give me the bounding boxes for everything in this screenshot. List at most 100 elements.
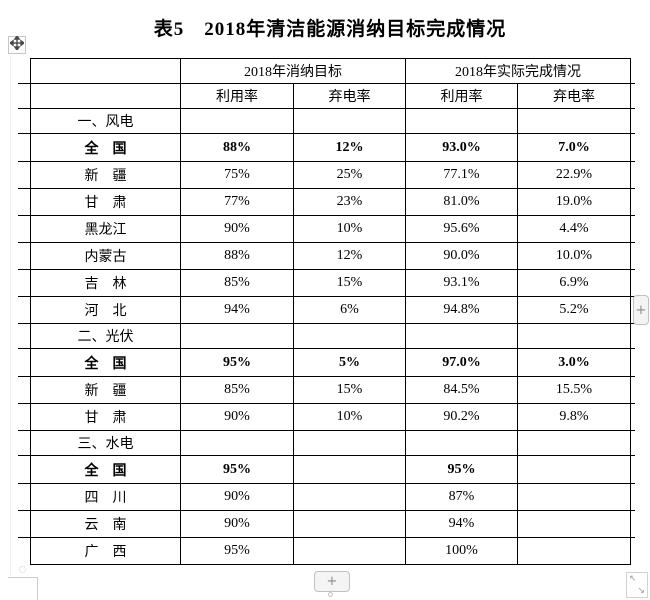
value-cell[interactable] — [293, 455, 406, 484]
value-cell[interactable]: 5.2% — [517, 296, 631, 324]
value-cell[interactable]: 15% — [293, 376, 406, 404]
empty-cell[interactable] — [293, 430, 406, 456]
region-name-cell[interactable]: 全 国 — [30, 133, 181, 162]
value-cell[interactable]: 90% — [180, 215, 294, 243]
empty-cell[interactable] — [293, 108, 406, 134]
region-name-cell[interactable]: 黑龙江 — [30, 215, 181, 243]
value-cell[interactable]: 10% — [293, 403, 406, 431]
value-cell[interactable]: 81.0% — [405, 188, 518, 216]
empty-cell[interactable] — [517, 108, 631, 134]
sub-header-cell[interactable]: 利用率 — [180, 83, 294, 109]
corner-cell[interactable] — [30, 58, 181, 84]
section-label-cell[interactable]: 二、光伏 — [30, 323, 181, 349]
value-cell[interactable]: 95% — [405, 455, 518, 484]
region-name-cell[interactable]: 云 南 — [30, 510, 181, 538]
value-cell[interactable]: 15.5% — [517, 376, 631, 404]
value-cell[interactable]: 22.9% — [517, 161, 631, 189]
section-label-cell[interactable]: 一、风电 — [30, 108, 181, 134]
empty-cell[interactable] — [517, 430, 631, 456]
value-cell[interactable]: 93.1% — [405, 269, 518, 297]
value-cell[interactable]: 90% — [180, 403, 294, 431]
value-cell[interactable]: 12% — [293, 133, 406, 162]
empty-cell[interactable] — [180, 430, 294, 456]
value-cell[interactable]: 10% — [293, 215, 406, 243]
region-name-cell[interactable]: 甘 肃 — [30, 188, 181, 216]
table-move-handle[interactable] — [8, 34, 26, 55]
value-cell[interactable]: 85% — [180, 376, 294, 404]
region-name-cell[interactable]: 河 北 — [30, 296, 181, 324]
region-name-cell[interactable]: 内蒙古 — [30, 242, 181, 270]
empty-cell[interactable] — [180, 108, 294, 134]
empty-cell[interactable] — [405, 108, 518, 134]
add-row-button[interactable]: + — [314, 571, 350, 592]
region-name-cell[interactable]: 全 国 — [30, 348, 181, 377]
value-cell[interactable]: 94.8% — [405, 296, 518, 324]
sub-header-cell[interactable]: 弃电率 — [517, 83, 631, 109]
value-cell[interactable]: 94% — [180, 296, 294, 324]
region-name-cell[interactable]: 新 疆 — [30, 161, 181, 189]
value-cell[interactable] — [293, 537, 406, 565]
value-cell[interactable]: 19.0% — [517, 188, 631, 216]
region-name-cell[interactable]: 甘 肃 — [30, 403, 181, 431]
value-cell[interactable]: 95% — [180, 537, 294, 565]
value-cell[interactable]: 90% — [180, 483, 294, 511]
value-cell[interactable]: 6.9% — [517, 269, 631, 297]
value-cell[interactable]: 90.2% — [405, 403, 518, 431]
empty-cell[interactable] — [405, 323, 518, 349]
value-cell[interactable]: 12% — [293, 242, 406, 270]
sub-header-cell[interactable]: 弃电率 — [293, 83, 406, 109]
value-cell[interactable]: 3.0% — [517, 348, 631, 377]
value-cell[interactable]: 95.6% — [405, 215, 518, 243]
value-cell[interactable]: 95% — [180, 455, 294, 484]
value-cell[interactable]: 84.5% — [405, 376, 518, 404]
value-cell[interactable] — [517, 483, 631, 511]
value-cell[interactable] — [517, 510, 631, 538]
value-cell[interactable] — [517, 455, 631, 484]
value-cell[interactable]: 100% — [405, 537, 518, 565]
value-cell[interactable]: 87% — [405, 483, 518, 511]
region-name-cell[interactable]: 四 川 — [30, 483, 181, 511]
corner-cell[interactable] — [30, 83, 181, 109]
sub-header-cell[interactable]: 利用率 — [405, 83, 518, 109]
empty-cell[interactable] — [405, 430, 518, 456]
column-group-header[interactable]: 2018年实际完成情况 — [405, 58, 631, 84]
value-cell[interactable]: 6% — [293, 296, 406, 324]
value-cell[interactable]: 77.1% — [405, 161, 518, 189]
table-resize-handle[interactable]: ↖ ↘ — [626, 572, 648, 598]
section-label-cell[interactable]: 三、水电 — [30, 430, 181, 456]
value-cell[interactable]: 90.0% — [405, 242, 518, 270]
value-cell[interactable] — [517, 537, 631, 565]
row-border-tick — [18, 269, 30, 270]
region-name-cell[interactable]: 广 西 — [30, 537, 181, 565]
value-cell[interactable]: 15% — [293, 269, 406, 297]
value-cell[interactable]: 4.4% — [517, 215, 631, 243]
value-cell[interactable]: 10.0% — [517, 242, 631, 270]
value-cell[interactable]: 93.0% — [405, 133, 518, 162]
empty-cell[interactable] — [517, 323, 631, 349]
value-cell[interactable]: 77% — [180, 188, 294, 216]
value-cell[interactable]: 88% — [180, 242, 294, 270]
value-cell[interactable]: 94% — [405, 510, 518, 538]
value-cell[interactable]: 97.0% — [405, 348, 518, 377]
region-name-cell[interactable]: 全 国 — [30, 455, 181, 484]
value-cell[interactable]: 7.0% — [517, 133, 631, 162]
value-cell[interactable]: 88% — [180, 133, 294, 162]
value-cell[interactable]: 25% — [293, 161, 406, 189]
value-cell[interactable] — [293, 510, 406, 538]
move-cross-icon — [8, 34, 26, 55]
row-border-tick — [18, 296, 30, 297]
value-cell[interactable]: 75% — [180, 161, 294, 189]
region-name-cell[interactable]: 吉 林 — [30, 269, 181, 297]
add-column-button[interactable]: + — [633, 295, 649, 325]
value-cell[interactable] — [293, 483, 406, 511]
column-group-header[interactable]: 2018年消纳目标 — [180, 58, 406, 84]
empty-cell[interactable] — [180, 323, 294, 349]
value-cell[interactable]: 90% — [180, 510, 294, 538]
region-name-cell[interactable]: 新 疆 — [30, 376, 181, 404]
value-cell[interactable]: 5% — [293, 348, 406, 377]
value-cell[interactable]: 23% — [293, 188, 406, 216]
value-cell[interactable]: 9.8% — [517, 403, 631, 431]
empty-cell[interactable] — [293, 323, 406, 349]
value-cell[interactable]: 95% — [180, 348, 294, 377]
value-cell[interactable]: 85% — [180, 269, 294, 297]
